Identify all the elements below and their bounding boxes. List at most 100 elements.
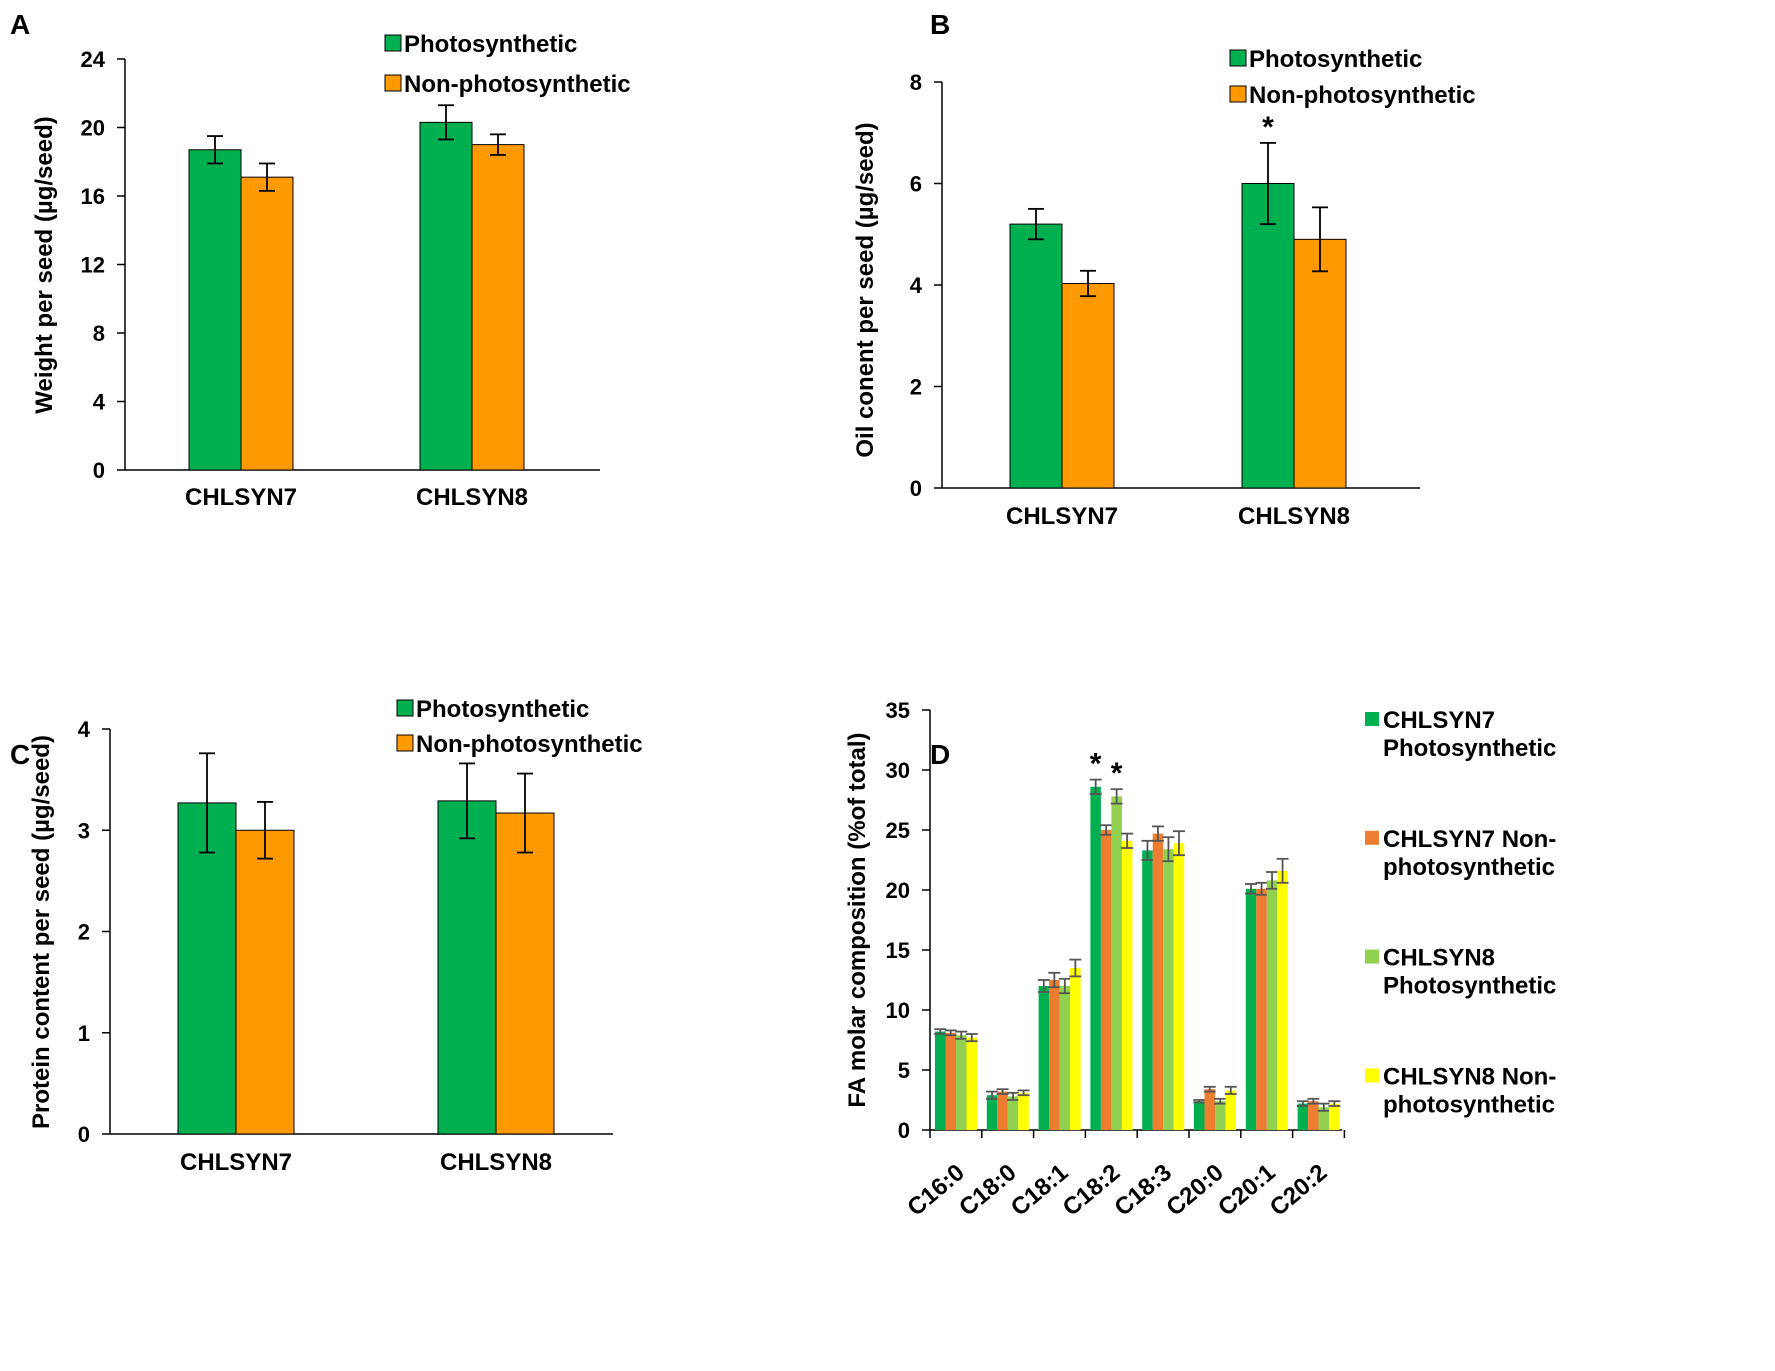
bar bbox=[1318, 1107, 1330, 1130]
x-tick-label: CHLSYN7 bbox=[1006, 503, 1118, 530]
bar bbox=[1173, 843, 1185, 1130]
legend-label: Photosynthetic bbox=[416, 696, 589, 723]
legend-label: photosynthetic bbox=[1383, 854, 1555, 881]
y-tick-label: 30 bbox=[886, 758, 910, 783]
x-tick-label: C18:1 bbox=[1006, 1159, 1073, 1222]
bar bbox=[1121, 840, 1133, 1130]
legend-label: Non-photosynthetic bbox=[1249, 82, 1476, 109]
bar bbox=[188, 149, 242, 471]
x-tick-label: CHLSYN8 bbox=[440, 1149, 552, 1176]
y-axis-label: Weight per seed (µg/seed) bbox=[31, 116, 58, 413]
bar bbox=[1293, 238, 1347, 489]
legend-label: CHLSYN8 bbox=[1383, 945, 1495, 972]
panel-label-b: B bbox=[930, 9, 950, 40]
y-tick-label: 5 bbox=[898, 1058, 910, 1083]
legend-label: CHLSYN7 Non- bbox=[1383, 826, 1556, 853]
bar bbox=[1111, 796, 1122, 1130]
x-tick-label: CHLSYN8 bbox=[1238, 503, 1350, 530]
bar bbox=[1256, 888, 1267, 1130]
legend-swatch bbox=[1365, 830, 1379, 845]
y-tick-label: 10 bbox=[886, 998, 910, 1023]
y-tick-label: 16 bbox=[81, 184, 105, 209]
bar bbox=[935, 1031, 946, 1130]
panel-a: A 0 4 8 12 16 20 24 Weight per seed (µg/seed) CHL… bbox=[10, 9, 631, 511]
legend-swatch bbox=[396, 699, 414, 717]
bar bbox=[419, 121, 473, 471]
bar bbox=[997, 1091, 1008, 1130]
bar bbox=[1277, 870, 1288, 1130]
panel-c: C 0 1 2 3 4 Protein content per seed (µg/seed)… bbox=[10, 696, 643, 1176]
y-tick-label: 35 bbox=[886, 698, 910, 723]
bar bbox=[1308, 1101, 1319, 1130]
bar bbox=[986, 1095, 998, 1130]
bar bbox=[1070, 968, 1081, 1130]
bar bbox=[1152, 833, 1164, 1130]
y-axis-label: FA molar composition (%of total) bbox=[844, 732, 871, 1107]
y-tick-label: 6 bbox=[910, 172, 922, 197]
x-tick-label: CHLSYN7 bbox=[180, 1149, 292, 1176]
bar bbox=[1007, 1096, 1019, 1130]
legend-swatch bbox=[1365, 949, 1379, 964]
bar bbox=[1329, 1103, 1340, 1130]
y-tick-label: 4 bbox=[93, 390, 106, 415]
y-tick-label: 12 bbox=[81, 253, 105, 278]
panel-label-c: C bbox=[10, 739, 30, 770]
y-tick-label: 0 bbox=[910, 476, 922, 501]
legend-swatch bbox=[1229, 49, 1247, 67]
bar bbox=[1018, 1092, 1029, 1130]
panel-d: D 0 5 10 15 20 25 30 35 FA molar composition (%of… bbox=[844, 698, 1556, 1222]
y-axis-label: Protein content per seed (µg/seed) bbox=[28, 735, 55, 1129]
y-tick-label: 20 bbox=[886, 878, 910, 903]
x-tick-label: C16:0 bbox=[902, 1159, 969, 1222]
bar bbox=[1225, 1090, 1236, 1130]
panel-label-d: D bbox=[930, 739, 950, 770]
bar bbox=[1266, 880, 1278, 1130]
bar bbox=[1215, 1101, 1226, 1130]
y-tick-label: 0 bbox=[78, 1122, 90, 1147]
y-tick-label: 4 bbox=[910, 273, 923, 298]
y-tick-label: 2 bbox=[78, 920, 90, 945]
bar bbox=[437, 800, 497, 1135]
legend-swatch bbox=[1365, 712, 1379, 726]
bar bbox=[1245, 888, 1257, 1130]
legend-label: Non-photosynthetic bbox=[416, 731, 643, 758]
y-tick-label: 0 bbox=[93, 458, 105, 483]
legend-label: Photosynthetic bbox=[1383, 735, 1556, 762]
x-tick-label: C18:2 bbox=[1058, 1159, 1125, 1222]
y-tick-label: 2 bbox=[910, 375, 922, 400]
bar bbox=[1090, 786, 1101, 1130]
x-tick-label: C18:0 bbox=[954, 1159, 1021, 1222]
bar bbox=[1297, 1103, 1309, 1130]
legend-swatch bbox=[384, 34, 402, 52]
legend-swatch bbox=[1365, 1068, 1379, 1083]
legend-label: Non-photosynthetic bbox=[404, 71, 631, 98]
bar bbox=[1061, 282, 1115, 489]
x-tick-label: C20:1 bbox=[1213, 1159, 1280, 1222]
x-tick-label: CHLSYN8 bbox=[416, 484, 528, 511]
legend-swatch bbox=[1229, 85, 1247, 103]
significance-star: * bbox=[1090, 748, 1102, 781]
y-tick-label: 24 bbox=[81, 47, 106, 72]
bar bbox=[240, 176, 294, 471]
legend-label: Photosynthetic bbox=[1383, 973, 1556, 1000]
legend-swatch bbox=[396, 734, 414, 752]
legend-label: Photosynthetic bbox=[1249, 46, 1422, 73]
y-axis-label: Oil conent per seed (µg/seed) bbox=[852, 122, 879, 457]
y-tick-label: 25 bbox=[886, 818, 910, 843]
bar bbox=[495, 812, 555, 1135]
significance-star: * bbox=[1111, 757, 1123, 790]
y-tick-label: 8 bbox=[910, 70, 922, 95]
bar bbox=[1163, 849, 1174, 1130]
significance-star: * bbox=[1262, 111, 1274, 144]
y-tick-label: 8 bbox=[93, 321, 105, 346]
bar bbox=[1009, 223, 1063, 489]
legend-label: photosynthetic bbox=[1383, 1091, 1555, 1118]
bar bbox=[235, 829, 295, 1135]
y-tick-label: 15 bbox=[886, 938, 910, 963]
bar bbox=[1241, 183, 1295, 489]
legend-label: CHLSYN8 Non- bbox=[1383, 1063, 1556, 1090]
y-tick-label: 1 bbox=[78, 1021, 90, 1046]
x-tick-label: C18:3 bbox=[1110, 1159, 1177, 1222]
x-tick-label: C20:0 bbox=[1161, 1159, 1228, 1222]
